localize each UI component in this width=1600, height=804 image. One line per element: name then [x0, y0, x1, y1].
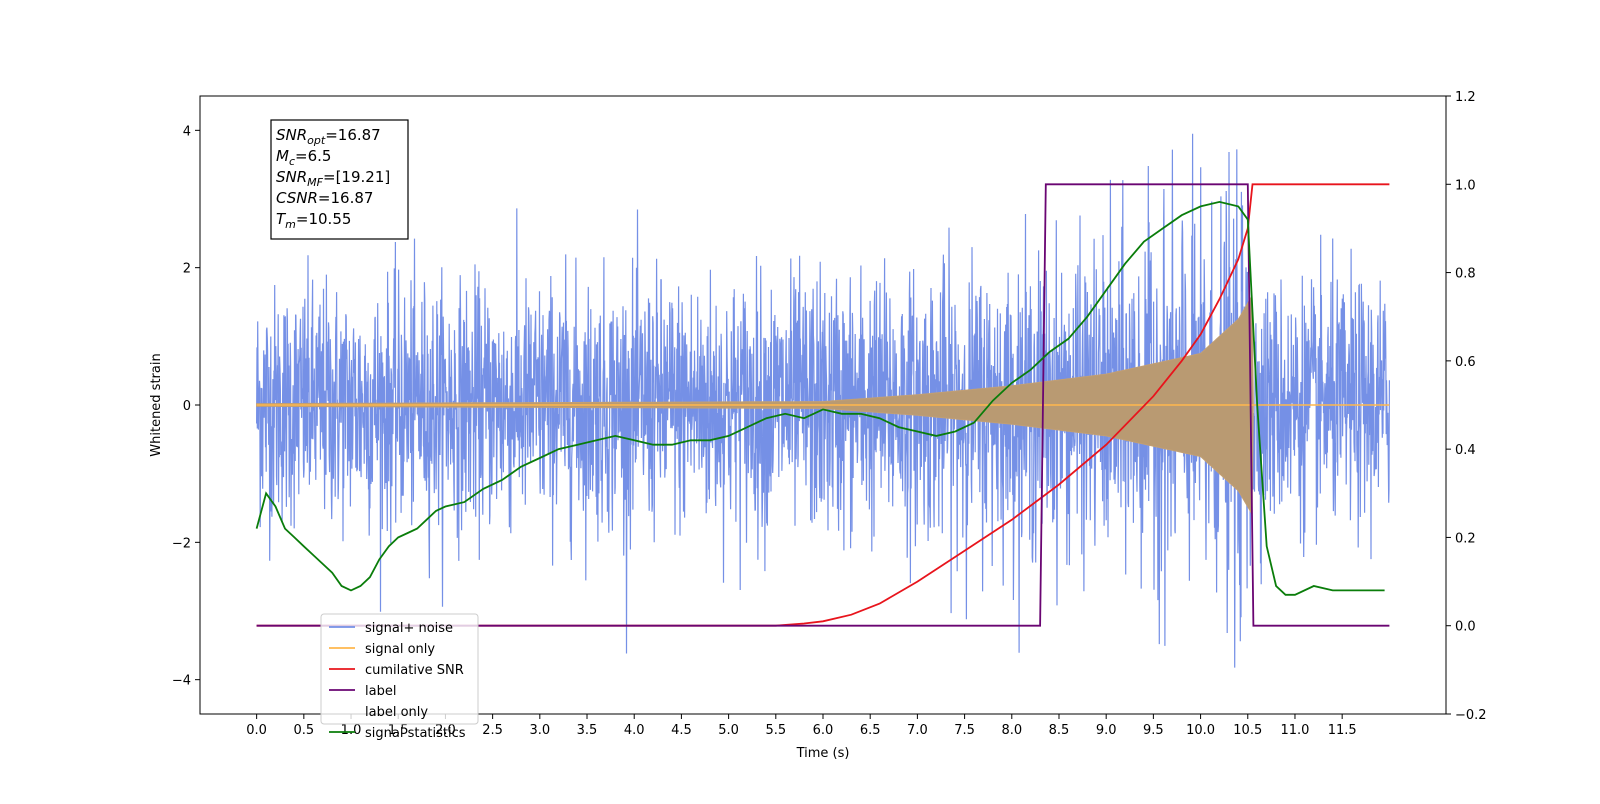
x-tick-label: 11.0 [1280, 723, 1309, 738]
x-tick-label: 2.5 [482, 723, 503, 738]
y2-tick-label: 0.4 [1455, 443, 1476, 458]
x-tick-label: 5.5 [765, 723, 786, 738]
y2-tick-label: 0.0 [1455, 620, 1476, 635]
x-tick-label: 1.0 [341, 723, 362, 738]
x-tick-label: 6.5 [860, 723, 881, 738]
x-tick-label: 7.0 [907, 723, 928, 738]
legend-entry: signal statistics [365, 726, 466, 741]
x-tick-label: 3.0 [529, 723, 550, 738]
y2-tick-label: 0.6 [1455, 355, 1476, 370]
legend-frame [320, 613, 479, 725]
x-tick-label: 10.0 [1186, 723, 1215, 738]
annotation-line: SNRMF=[19.21] [276, 168, 390, 189]
y2-tick-label: 1.0 [1455, 178, 1476, 193]
legend-entry: cumilative SNR [365, 663, 464, 678]
annotation-line: Mc=6.5 [276, 147, 331, 168]
x-tick-label: 7.5 [954, 723, 975, 738]
x-tick-label: 11.5 [1328, 723, 1357, 738]
annotation-line: CSNR=16.87 [276, 189, 373, 207]
line-series-layer [255, 183, 1390, 627]
y-tick-label: 2 [183, 262, 191, 277]
x-tick-label: 4.5 [671, 723, 692, 738]
x-tick-label: 0.5 [293, 723, 314, 738]
y-tick-label: 4 [183, 124, 191, 139]
series-line-signal-statistics [255, 200, 1385, 596]
y2-tick-label: 0.2 [1455, 531, 1476, 546]
legend-entry: signal+ noise [365, 621, 453, 636]
y2-tick-label: 1.2 [1455, 90, 1476, 105]
x-tick-label: 1.5 [388, 723, 409, 738]
x-tick-label: 0.0 [246, 723, 267, 738]
y-tick-label: 0 [183, 399, 191, 414]
annotation-line: SNRopt=16.87 [276, 126, 381, 147]
legend-entry: label [365, 684, 396, 699]
annotation-line: Tm=10.55 [276, 210, 351, 231]
x-tick-label: 8.5 [1049, 723, 1070, 738]
x-tick-label: 3.5 [577, 723, 598, 738]
y2-tick-label: −0.2 [1455, 708, 1487, 723]
signal-only-series [256, 294, 1390, 516]
signal-noise-series [256, 133, 1390, 668]
legend-entry: label only [365, 705, 428, 720]
legend: signal+ noise signal only cumilative SNR la… [320, 613, 479, 741]
x-tick-label: 10.5 [1233, 723, 1262, 738]
y-axis-ticks: 4 2 0 −2 −4 [172, 124, 200, 689]
x-tick-label: 8.0 [1001, 723, 1022, 738]
y-tick-label: −2 [172, 536, 191, 551]
x-axis-label: Time (s) [796, 746, 850, 761]
x-tick-label: 5.0 [718, 723, 739, 738]
x-tick-label: 6.0 [813, 723, 834, 738]
y2-axis-ticks: 1.2 1.0 0.8 0.6 0.4 0.2 0.0 −0.2 [1446, 90, 1487, 723]
legend-entry: signal only [365, 642, 435, 657]
y-tick-label: −4 [172, 674, 191, 689]
annotation-box: SNRopt=16.87Mc=6.5SNRMF=[19.21]CSNR=16.8… [270, 119, 409, 240]
y2-tick-label: 0.8 [1455, 267, 1476, 282]
x-tick-label: 9.5 [1143, 723, 1164, 738]
signal-noise-line [256, 133, 1390, 668]
x-axis-ticks: 0.0 0.5 1.0 1.5 2.0 2.5 3.0 3.5 4.0 4.5 5.0 5.5 6.0 6… [246, 714, 1357, 738]
annotation-frame [270, 119, 409, 240]
x-tick-label: 2.0 [435, 723, 456, 738]
x-tick-label: 9.0 [1096, 723, 1117, 738]
series-line-label [256, 183, 1390, 627]
x-tick-label: 4.0 [624, 723, 645, 738]
y-axis-label: Whitened strain [149, 353, 164, 456]
series-line-cumilative-snr [256, 183, 1390, 627]
